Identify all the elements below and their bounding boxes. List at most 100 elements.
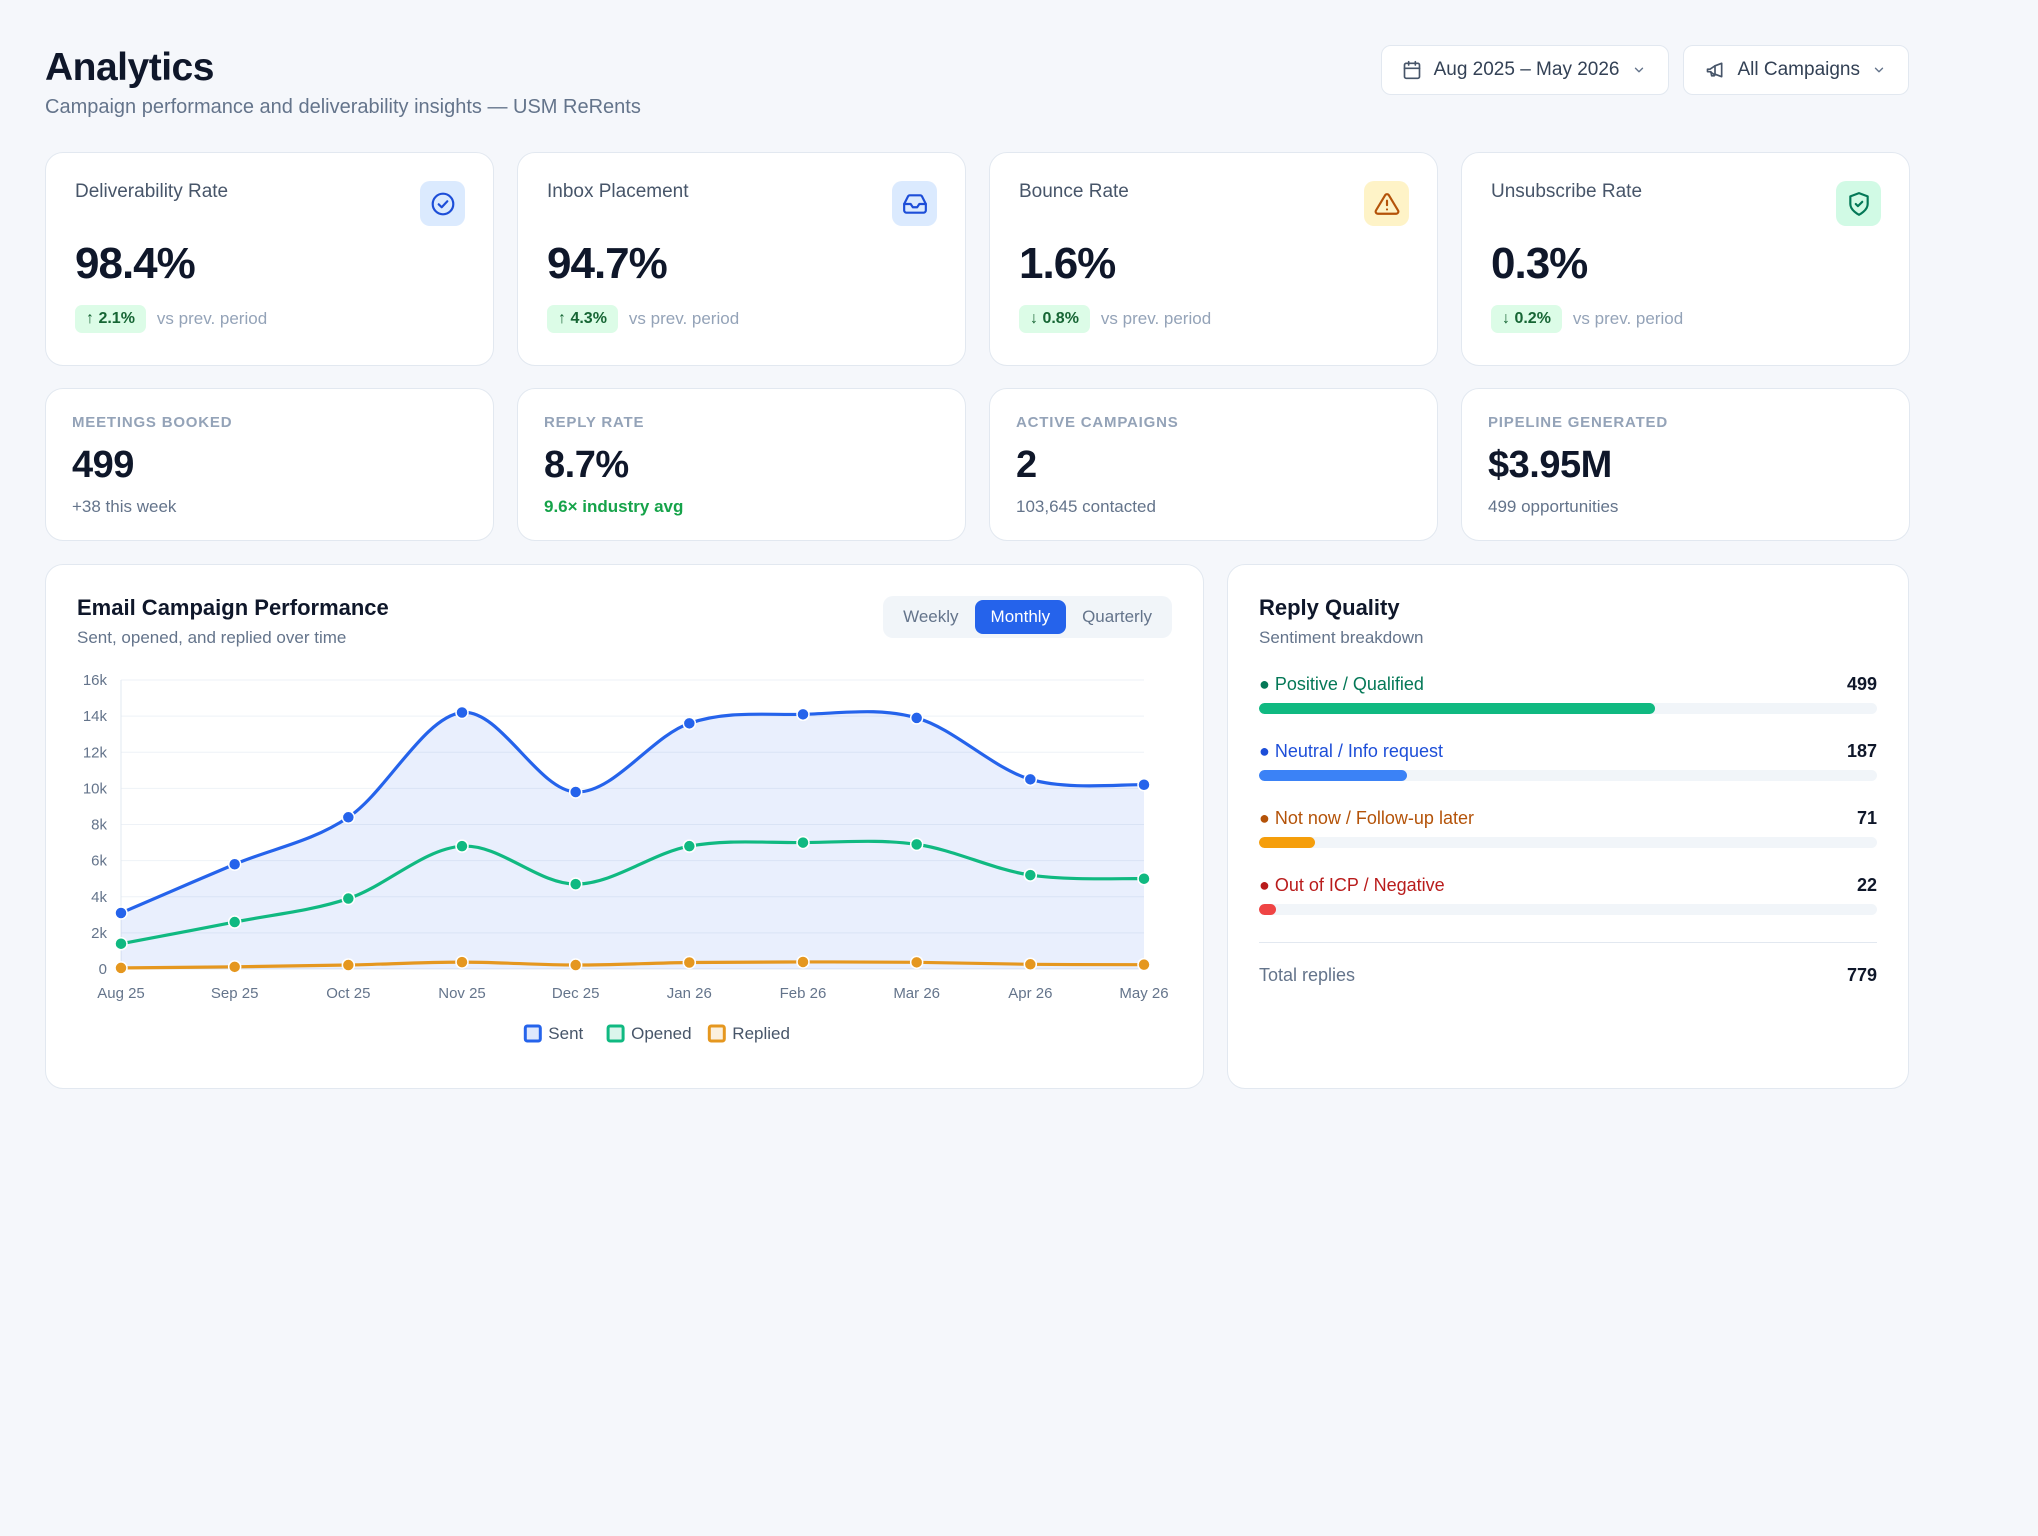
data-point-sent bbox=[682, 716, 697, 731]
sentiment-label: ● Neutral / Info request bbox=[1259, 741, 1443, 761]
data-point-opened bbox=[227, 915, 242, 929]
data-point-replied bbox=[1023, 957, 1038, 972]
stat-card-meetings-booked: MEETINGS BOOKED 499 +38 this week bbox=[45, 388, 494, 541]
x-tick-label: Aug 25 bbox=[97, 985, 145, 1002]
data-point-sent bbox=[796, 707, 810, 722]
chart-subtitle: Sent, opened, and replied over time bbox=[77, 628, 347, 647]
data-point-sent bbox=[227, 857, 242, 871]
series-line-sent bbox=[119, 710, 1146, 915]
stat-value: 2 bbox=[1016, 444, 1037, 486]
x-tick-label: May 26 bbox=[1119, 985, 1168, 1002]
legend-swatch-opened bbox=[606, 1024, 625, 1043]
legend-swatch-replied bbox=[707, 1024, 726, 1043]
y-tick-label: 10k bbox=[83, 780, 108, 797]
date-range-filter[interactable]: Aug 2025 – May 2026 bbox=[1380, 45, 1669, 95]
stat-card-reply-rate: REPLY RATE 8.7% 9.6× industry avg bbox=[517, 388, 966, 541]
vs-label: vs prev. period bbox=[1100, 309, 1212, 328]
y-tick-label: 4k bbox=[91, 889, 107, 906]
sentiment-bar-track bbox=[1259, 837, 1877, 848]
data-point-replied bbox=[909, 955, 924, 970]
shield-check-icon bbox=[1836, 181, 1881, 226]
kpi-card-inbox-placement: Inbox Placement 94.7% ↑ 4.3% vs prev. pe… bbox=[517, 152, 966, 366]
data-point-replied bbox=[568, 958, 583, 972]
sentiment-bar bbox=[1259, 837, 1316, 848]
y-tick-label: 8k bbox=[91, 817, 107, 834]
stat-sub: 9.6× industry avg bbox=[544, 497, 684, 516]
stat-card-pipeline-generated: PIPELINE GENERATED $3.95M 499 opportunit… bbox=[1461, 388, 1910, 541]
stat-label: ACTIVE CAMPAIGNS bbox=[1016, 414, 1179, 431]
y-tick-label: 12k bbox=[83, 744, 108, 761]
chevron-down-icon bbox=[1632, 63, 1646, 77]
stat-value: $3.95M bbox=[1488, 444, 1612, 486]
data-point-opened bbox=[909, 837, 924, 852]
kpi-label: Deliverability Rate bbox=[75, 181, 229, 202]
kpi-label: Bounce Rate bbox=[1019, 181, 1129, 202]
megaphone-icon bbox=[1704, 60, 1726, 80]
kpi-card-bounce-rate: Bounce Rate 1.6% ↓ 0.8% vs prev. period bbox=[989, 152, 1438, 366]
legend-label-replied: Replied bbox=[732, 1024, 790, 1043]
chart-title: Email Campaign Performance bbox=[77, 595, 389, 620]
y-tick-label: 14k bbox=[83, 708, 108, 725]
campaign-performance-card: 0 2k 4k 6k 8k 10k 12k 14k 16k Aug 25 Sep 25 Oct 25 N… bbox=[45, 564, 1204, 1089]
sentiment-bar bbox=[1259, 770, 1408, 781]
x-tick-label: Feb 26 bbox=[780, 985, 827, 1002]
analytics-page: Analytics Campaign performance and deliv… bbox=[45, 44, 1910, 1089]
tab-quarterly[interactable]: Quarterly bbox=[1082, 607, 1152, 626]
x-tick-label: Mar 26 bbox=[893, 985, 940, 1002]
data-point-replied bbox=[227, 960, 242, 974]
kpi-card-deliverability: Deliverability Rate 98.4% ↑ 2.1% vs prev… bbox=[45, 152, 494, 366]
data-point-opened bbox=[1137, 871, 1151, 886]
total-replies-label: Total replies bbox=[1259, 965, 1356, 985]
x-tick-label: Apr 26 bbox=[1008, 985, 1052, 1002]
vs-label: vs prev. period bbox=[156, 309, 268, 328]
data-point-sent bbox=[114, 906, 128, 920]
data-point-replied bbox=[682, 955, 697, 970]
date-range-label: Aug 2025 – May 2026 bbox=[1433, 59, 1620, 80]
bottom-row: 0 2k 4k 6k 8k 10k 12k 14k 16k Aug 25 Sep 25 Oct 25 N… bbox=[45, 564, 1909, 1089]
kpi-row: Deliverability Rate 98.4% ↑ 2.1% vs prev… bbox=[45, 152, 1910, 366]
data-point-sent bbox=[341, 810, 356, 825]
inbox-icon bbox=[892, 181, 937, 226]
filters: Aug 2025 – May 2026 All Campaigns bbox=[1380, 45, 1909, 95]
sentiment-bar bbox=[1259, 703, 1656, 714]
sentiment-count: 22 bbox=[1856, 875, 1877, 895]
kpi-label: Inbox Placement bbox=[547, 181, 689, 202]
data-point-opened bbox=[114, 936, 128, 951]
stat-value: 499 bbox=[72, 444, 134, 486]
sentiment-bar-track bbox=[1259, 703, 1877, 714]
sentiment-item-not-now: ● Not now / Follow-up later 71 bbox=[1259, 808, 1877, 848]
data-point-opened bbox=[568, 877, 583, 891]
delta-badge: ↓ 0.8% bbox=[1019, 305, 1090, 333]
y-tick-label: 6k bbox=[91, 853, 107, 870]
data-point-opened bbox=[796, 835, 810, 850]
stat-sub: 103,645 contacted bbox=[1016, 497, 1156, 516]
kpi-value: 98.4% bbox=[75, 239, 196, 288]
divider bbox=[1259, 942, 1877, 943]
y-tick-label: 2k bbox=[91, 925, 107, 942]
sentiment-label: ● Out of ICP / Negative bbox=[1259, 875, 1445, 895]
tab-monthly[interactable]: Monthly bbox=[974, 600, 1067, 634]
sentiment-item-positive: ● Positive / Qualified 499 bbox=[1259, 674, 1877, 714]
total-replies-value: 779 bbox=[1846, 965, 1877, 985]
sentiment-item-negative: ● Out of ICP / Negative 22 bbox=[1259, 875, 1877, 915]
kpi-value: 1.6% bbox=[1019, 239, 1116, 288]
data-point-opened bbox=[1023, 868, 1038, 882]
kpi-value: 94.7% bbox=[547, 239, 668, 288]
stat-label: MEETINGS BOOKED bbox=[72, 414, 233, 431]
data-point-sent bbox=[1023, 772, 1038, 787]
x-tick-label: Nov 25 bbox=[438, 985, 486, 1002]
data-point-opened bbox=[682, 839, 697, 853]
sentiment-label: ● Positive / Qualified bbox=[1259, 674, 1424, 694]
stat-label: PIPELINE GENERATED bbox=[1488, 414, 1668, 431]
calendar-icon bbox=[1402, 60, 1422, 80]
x-tick-label: Oct 25 bbox=[326, 985, 370, 1002]
legend-label-opened: Opened bbox=[631, 1024, 692, 1043]
x-tick-label: Sep 25 bbox=[211, 985, 259, 1002]
tab-weekly[interactable]: Weekly bbox=[903, 607, 959, 626]
reply-quality-subtitle: Sentiment breakdown bbox=[1259, 628, 1424, 647]
kpi-value: 0.3% bbox=[1491, 239, 1588, 288]
warning-icon bbox=[1364, 181, 1409, 226]
series-line-opened bbox=[119, 839, 1146, 946]
campaign-filter[interactable]: All Campaigns bbox=[1682, 45, 1909, 95]
sentiment-count: 499 bbox=[1846, 674, 1877, 694]
